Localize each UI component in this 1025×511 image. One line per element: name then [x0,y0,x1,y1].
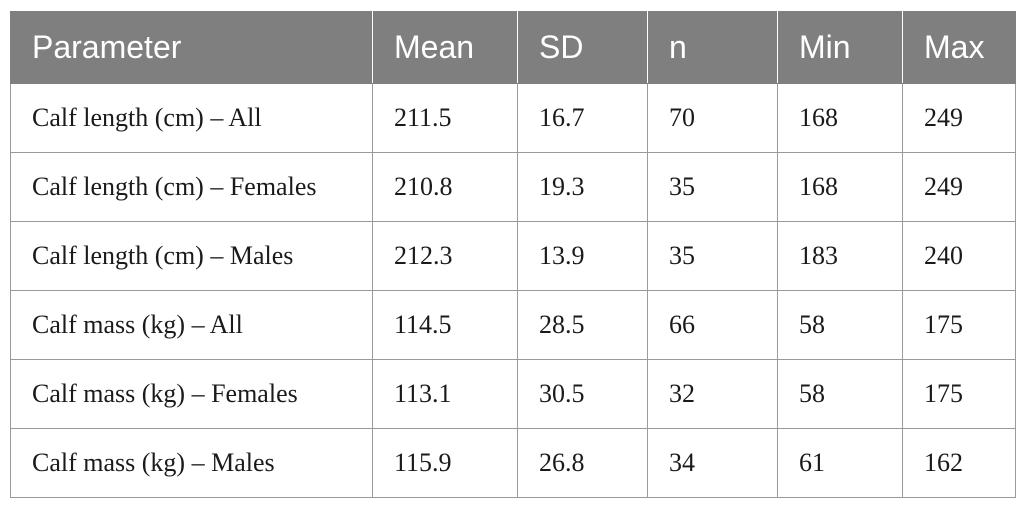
cell-n: 35 [647,221,778,291]
cell-sd: 26.8 [517,428,648,498]
cell-parameter: Calf mass (kg) – Males [10,428,373,498]
table-row: Calf mass (kg) – Males 115.9 26.8 34 61 … [10,428,1016,498]
cell-min: 183 [777,221,903,291]
cell-parameter: Calf mass (kg) – Females [10,359,373,429]
cell-n: 66 [647,290,778,360]
cell-min: 58 [777,290,903,360]
cell-min: 168 [777,152,903,222]
table-header: Parameter Mean SD n Min Max [10,11,1016,84]
table-row: Calf length (cm) – Females 210.8 19.3 35… [10,152,1016,222]
table-row: Calf length (cm) – Males 212.3 13.9 35 1… [10,221,1016,291]
cell-mean: 115.9 [372,428,518,498]
cell-max: 175 [902,359,1016,429]
table-body: Calf length (cm) – All 211.5 16.7 70 168… [10,83,1016,498]
header-parameter: Parameter [10,11,373,84]
table-row: Calf mass (kg) – Females 113.1 30.5 32 5… [10,359,1016,429]
cell-sd: 19.3 [517,152,648,222]
cell-mean: 212.3 [372,221,518,291]
cell-n: 32 [647,359,778,429]
header-row: Parameter Mean SD n Min Max [10,11,1016,84]
cell-sd: 30.5 [517,359,648,429]
data-table-container: Parameter Mean SD n Min Max Calf length … [10,11,1016,498]
cell-n: 34 [647,428,778,498]
cell-n: 70 [647,83,778,153]
cell-min: 168 [777,83,903,153]
cell-max: 175 [902,290,1016,360]
cell-mean: 114.5 [372,290,518,360]
cell-sd: 13.9 [517,221,648,291]
cell-parameter: Calf mass (kg) – All [10,290,373,360]
cell-parameter: Calf length (cm) – Males [10,221,373,291]
header-mean: Mean [372,11,518,84]
cell-max: 249 [902,83,1016,153]
cell-max: 240 [902,221,1016,291]
cell-max: 249 [902,152,1016,222]
table-row: Calf length (cm) – All 211.5 16.7 70 168… [10,83,1016,153]
cell-min: 58 [777,359,903,429]
cell-parameter: Calf length (cm) – All [10,83,373,153]
header-n: n [647,11,778,84]
table-row: Calf mass (kg) – All 114.5 28.5 66 58 17… [10,290,1016,360]
cell-min: 61 [777,428,903,498]
cell-n: 35 [647,152,778,222]
cell-mean: 210.8 [372,152,518,222]
cell-sd: 28.5 [517,290,648,360]
header-max: Max [902,11,1016,84]
calf-measurements-table: Parameter Mean SD n Min Max Calf length … [10,11,1016,498]
header-min: Min [777,11,903,84]
cell-mean: 113.1 [372,359,518,429]
cell-sd: 16.7 [517,83,648,153]
cell-max: 162 [902,428,1016,498]
cell-mean: 211.5 [372,83,518,153]
cell-parameter: Calf length (cm) – Females [10,152,373,222]
header-sd: SD [517,11,648,84]
